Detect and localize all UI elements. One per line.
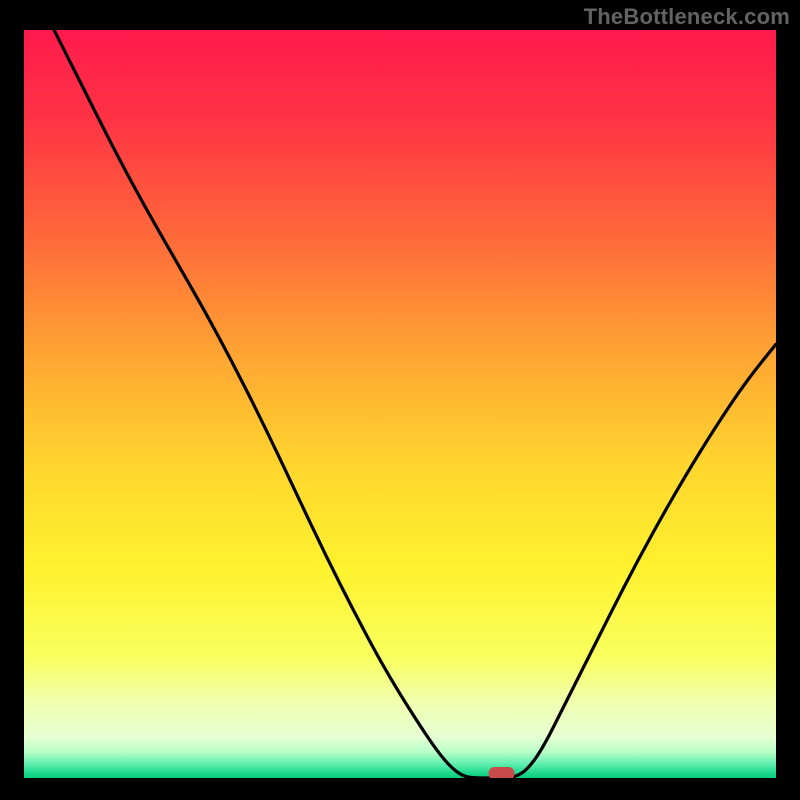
watermark-text: TheBottleneck.com [584, 4, 790, 30]
plot-area [24, 30, 776, 780]
bottleneck-chart [0, 0, 800, 800]
gradient-background [24, 30, 776, 778]
